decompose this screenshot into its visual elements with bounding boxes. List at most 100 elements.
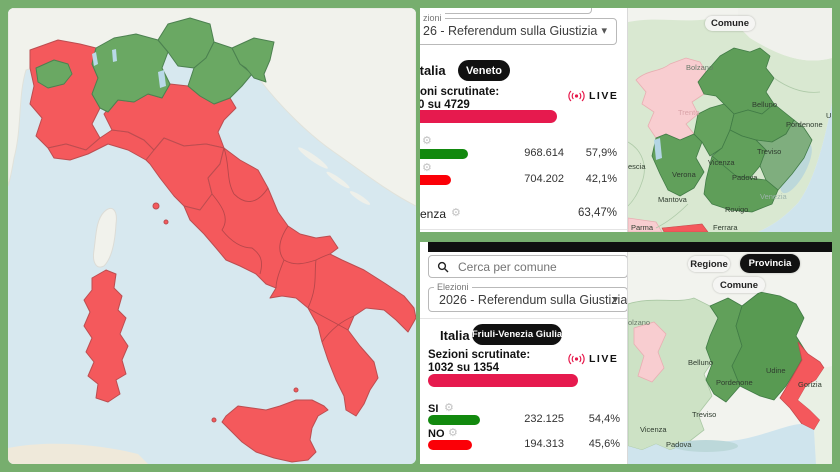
info-gear-icon[interactable]: ⚙ bbox=[422, 135, 432, 147]
light-borders bbox=[628, 77, 821, 229]
si-bar bbox=[420, 149, 468, 159]
italy-map-svg bbox=[8, 8, 416, 464]
province-belluno[interactable] bbox=[697, 47, 775, 115]
province-venezia[interactable] bbox=[755, 119, 813, 191]
tab-veneto[interactable]: Veneto bbox=[458, 60, 510, 81]
sections-label: oni scrutinate: bbox=[420, 86, 500, 98]
comune-toggle-button[interactable]: Comune bbox=[713, 277, 765, 293]
no-votes: 704.202 bbox=[524, 173, 564, 185]
province-trento-partial[interactable] bbox=[633, 321, 667, 383]
live-label: LIVE bbox=[589, 353, 619, 365]
province-udine[interactable] bbox=[731, 291, 807, 401]
affluenza-label: enza bbox=[420, 207, 447, 221]
island-egadi bbox=[211, 417, 217, 423]
regione-toggle-button[interactable]: Regione bbox=[688, 256, 730, 272]
si-label: SI bbox=[428, 403, 439, 415]
sections-value: 1032 su 1354 bbox=[428, 362, 499, 374]
live-label: LIVE bbox=[589, 90, 619, 102]
sections-value: 0 su 4729 bbox=[420, 99, 470, 111]
panel-divider bbox=[420, 318, 627, 319]
region-friuli[interactable] bbox=[231, 37, 275, 83]
election-select[interactable]: 26 - Referendum sulla Giustizia ▾ bbox=[420, 18, 617, 45]
election-select-value: 2026 - Referendum sulla Giustizia bbox=[439, 293, 628, 307]
fvg-map-svg bbox=[628, 252, 832, 464]
si-bar bbox=[428, 415, 480, 425]
scrutiny-progress-bar bbox=[428, 374, 578, 387]
map-label-mantova: Mantova bbox=[658, 195, 687, 204]
veneto-results-panel: 26 - Referendum sulla Giustizia ▾ zioni … bbox=[420, 8, 628, 232]
veneto-map-svg bbox=[628, 8, 832, 232]
map-label-vicenza: Vicenza bbox=[640, 425, 667, 434]
fvg-results-panel: 2026 - Referendum sulla Giustizia ▾ Elez… bbox=[420, 252, 628, 464]
live-badge: LIVE bbox=[568, 90, 618, 102]
info-gear-icon[interactable]: ⚙ bbox=[444, 402, 454, 414]
election-select-label: Elezioni bbox=[434, 282, 472, 292]
si-votes: 968.614 bbox=[524, 147, 564, 159]
map-label-ferrara: Ferrara bbox=[713, 223, 738, 232]
region-red-sliver bbox=[661, 223, 709, 232]
info-gear-icon[interactable]: ⚙ bbox=[422, 162, 432, 174]
chevron-down-icon: ▾ bbox=[601, 25, 607, 37]
map-label-bolzano-partial: olzano bbox=[628, 318, 651, 327]
lake-garda bbox=[654, 138, 662, 160]
si-votes: 232.125 bbox=[524, 413, 564, 425]
map-label-belluno: Belluno bbox=[688, 358, 714, 367]
tab-italia[interactable]: Italia bbox=[440, 328, 470, 343]
header-black-bar bbox=[428, 242, 832, 252]
tab-friuli-venezia-giulia[interactable]: Friuli-Venezia Giulia bbox=[472, 324, 562, 345]
map-label-verona: Verona bbox=[672, 170, 696, 179]
no-label: NO bbox=[428, 428, 445, 440]
panel-edge-strip bbox=[420, 242, 428, 252]
fvg-province-map[interactable]: olzano Belluno Pordenone Udine Gorizia T… bbox=[628, 252, 832, 464]
sections-label: Sezioni scrutinate: bbox=[428, 349, 531, 361]
adriatic-islands bbox=[298, 147, 371, 205]
live-broadcast-icon bbox=[568, 90, 585, 102]
horizontal-divider bbox=[420, 232, 832, 242]
region-sicilia[interactable] bbox=[221, 399, 329, 463]
map-label-udine-partial: U bbox=[826, 111, 832, 120]
info-gear-icon[interactable]: ⚙ bbox=[448, 427, 458, 439]
tab-italia[interactable]: Italia bbox=[420, 63, 446, 78]
search-icon bbox=[437, 261, 449, 272]
province-parma[interactable] bbox=[628, 217, 663, 232]
si-pct: 57,9% bbox=[585, 147, 617, 159]
region-piemonte[interactable] bbox=[29, 39, 101, 151]
region-centro-sud[interactable] bbox=[183, 147, 416, 417]
map-label-gorizia: Gorizia bbox=[798, 380, 822, 389]
island-giglio bbox=[163, 219, 169, 225]
map-label-bolzano: Bolzano bbox=[686, 63, 714, 72]
map-label-venezia: Venezia bbox=[760, 192, 787, 201]
vertical-divider bbox=[416, 0, 420, 472]
region-sardegna[interactable] bbox=[83, 269, 129, 403]
no-pct: 42,1% bbox=[585, 173, 617, 185]
province-rovigo[interactable] bbox=[703, 155, 779, 213]
map-label-udine: Udine bbox=[766, 366, 786, 375]
affluenza-value: 63,47% bbox=[577, 207, 617, 219]
comune-toggle-button[interactable]: Comune bbox=[705, 16, 755, 31]
comune-search[interactable] bbox=[428, 255, 627, 278]
provincia-toggle-button[interactable]: Provincia bbox=[740, 254, 800, 273]
map-label-rovigo: Rovigo bbox=[725, 205, 749, 214]
island-elba bbox=[152, 202, 160, 210]
map-label-belluno: Belluno bbox=[752, 100, 778, 109]
panel-divider bbox=[420, 229, 627, 230]
province-verona[interactable] bbox=[651, 133, 705, 197]
chevron-down-icon: ▾ bbox=[612, 294, 618, 306]
election-select[interactable]: 2026 - Referendum sulla Giustizia ▾ bbox=[428, 287, 628, 312]
map-label-pordenone: Pordenone bbox=[786, 120, 823, 129]
map-label-padova: Padova bbox=[732, 173, 758, 182]
info-gear-icon[interactable]: ⚙ bbox=[451, 207, 461, 219]
map-label-parma: Parma bbox=[631, 223, 654, 232]
live-broadcast-icon bbox=[568, 353, 585, 365]
sea-adriatic bbox=[758, 103, 832, 232]
veneto-province-map[interactable]: Bolzano Trento Belluno Pordenone Treviso… bbox=[628, 8, 832, 232]
italy-results-map[interactable] bbox=[8, 8, 416, 464]
search-input-partial[interactable] bbox=[420, 8, 592, 14]
no-pct: 45,6% bbox=[588, 438, 620, 450]
region-valle-daosta[interactable] bbox=[35, 59, 73, 89]
slovenia-land bbox=[798, 366, 832, 464]
region-lombardia[interactable] bbox=[91, 33, 171, 113]
election-select-value: 26 - Referendum sulla Giustizia bbox=[423, 24, 598, 38]
search-input[interactable] bbox=[456, 258, 606, 275]
